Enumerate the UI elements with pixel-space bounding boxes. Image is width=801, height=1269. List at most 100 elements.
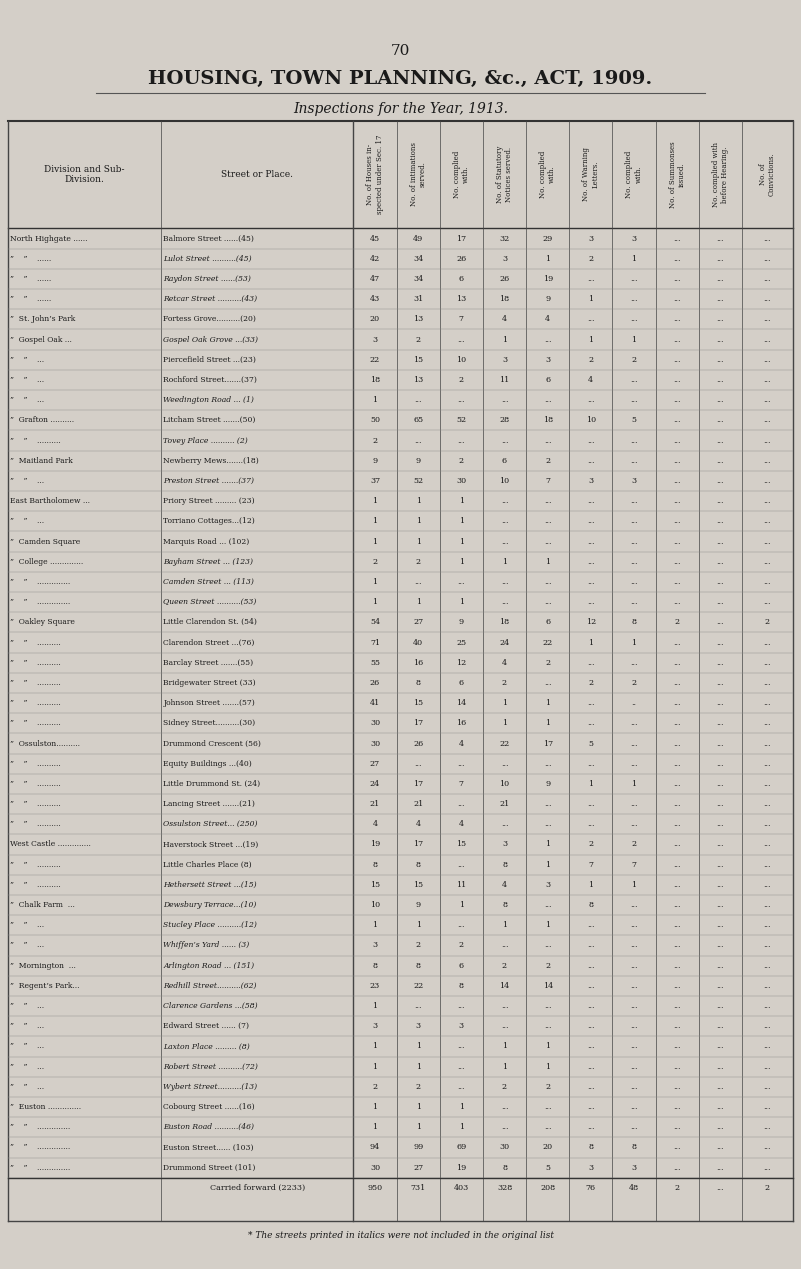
Text: Weedington Road ... (1): Weedington Road ... (1) xyxy=(163,396,255,404)
Text: ...: ... xyxy=(587,1023,594,1030)
Text: ...: ... xyxy=(763,396,771,404)
Text: No. of Warning
Letters.: No. of Warning Letters. xyxy=(582,147,599,202)
Text: ...: ... xyxy=(457,1003,465,1010)
Text: 4: 4 xyxy=(502,659,507,666)
Text: 9: 9 xyxy=(459,618,464,627)
Text: ...: ... xyxy=(717,942,724,949)
Text: Haverstock Street ...(19): Haverstock Street ...(19) xyxy=(163,840,259,849)
Text: ...: ... xyxy=(717,1023,724,1030)
Text: Division and Sub-
Division.: Division and Sub- Division. xyxy=(44,165,125,184)
Text: 1: 1 xyxy=(416,1123,421,1131)
Text: ”    ”    ..........: ” ” .......... xyxy=(10,760,61,768)
Text: ”    ”    ...: ” ” ... xyxy=(10,1043,45,1051)
Text: ...: ... xyxy=(674,881,681,888)
Text: ...: ... xyxy=(630,720,638,727)
Text: North Highgate ......: North Highgate ...... xyxy=(10,235,88,242)
Text: ...: ... xyxy=(457,1082,465,1091)
Text: Ossulston Street... (250): Ossulston Street... (250) xyxy=(163,820,258,829)
Text: ...: ... xyxy=(717,780,724,788)
Text: 1: 1 xyxy=(588,780,594,788)
Text: 2: 2 xyxy=(631,679,637,687)
Text: ...: ... xyxy=(630,659,638,666)
Text: ...: ... xyxy=(674,235,681,242)
Text: ...: ... xyxy=(630,1023,638,1030)
Text: 15: 15 xyxy=(457,840,466,849)
Text: 15: 15 xyxy=(370,881,380,888)
Text: ...: ... xyxy=(717,275,724,283)
Text: 6: 6 xyxy=(459,275,464,283)
Text: ...: ... xyxy=(630,820,638,829)
Text: No. of intimations
served.: No. of intimations served. xyxy=(409,142,427,207)
Text: ...: ... xyxy=(763,840,771,849)
Text: Marquis Road ... (102): Marquis Road ... (102) xyxy=(163,538,250,546)
Text: 1: 1 xyxy=(502,699,507,707)
Text: Whiffen’s Yard ...... (3): Whiffen’s Yard ...... (3) xyxy=(163,942,250,949)
Text: ...: ... xyxy=(544,820,551,829)
Text: ...: ... xyxy=(674,1164,681,1171)
Text: 3: 3 xyxy=(631,477,637,485)
Text: ...: ... xyxy=(457,396,465,404)
Text: ...: ... xyxy=(763,921,771,929)
Text: ...: ... xyxy=(717,396,724,404)
Text: 2: 2 xyxy=(674,618,680,627)
Text: 26: 26 xyxy=(370,679,380,687)
Text: 10: 10 xyxy=(370,901,380,909)
Text: 8: 8 xyxy=(372,962,377,970)
Text: ...: ... xyxy=(587,275,594,283)
Text: 1: 1 xyxy=(459,1103,464,1112)
Text: 2: 2 xyxy=(545,659,550,666)
Text: 3: 3 xyxy=(631,235,637,242)
Text: 65: 65 xyxy=(413,416,423,424)
Text: ...: ... xyxy=(587,1103,594,1112)
Text: ...: ... xyxy=(674,820,681,829)
Text: 3: 3 xyxy=(588,477,594,485)
Text: 30: 30 xyxy=(370,720,380,727)
Text: 12: 12 xyxy=(586,618,596,627)
Text: ...: ... xyxy=(630,376,638,385)
Text: ...: ... xyxy=(587,396,594,404)
Text: Little Drummond St. (24): Little Drummond St. (24) xyxy=(163,780,260,788)
Text: ...: ... xyxy=(457,760,465,768)
Text: ...: ... xyxy=(630,538,638,546)
Text: 1: 1 xyxy=(588,638,594,646)
Text: ...: ... xyxy=(717,1184,724,1192)
Text: ...: ... xyxy=(544,760,551,768)
Text: ...: ... xyxy=(674,376,681,385)
Text: ”    ”    ...: ” ” ... xyxy=(10,355,45,364)
Text: 1: 1 xyxy=(545,1043,550,1051)
Text: ...: ... xyxy=(763,699,771,707)
Text: ...: ... xyxy=(717,720,724,727)
Text: 8: 8 xyxy=(502,901,507,909)
Text: 1: 1 xyxy=(631,638,637,646)
Text: 2: 2 xyxy=(545,1082,550,1091)
Text: 3: 3 xyxy=(588,235,594,242)
Text: 8: 8 xyxy=(502,860,507,869)
Text: 1: 1 xyxy=(502,335,507,344)
Text: 6: 6 xyxy=(545,376,550,385)
Text: ...: ... xyxy=(763,1143,771,1151)
Text: 2: 2 xyxy=(588,355,594,364)
Text: 24: 24 xyxy=(370,780,380,788)
Text: ...: ... xyxy=(630,315,638,324)
Text: ...: ... xyxy=(630,497,638,505)
Text: 4: 4 xyxy=(416,820,421,829)
Text: 94: 94 xyxy=(370,1143,380,1151)
Text: 15: 15 xyxy=(413,355,423,364)
Text: ...: ... xyxy=(763,598,771,607)
Text: 2: 2 xyxy=(765,1184,770,1192)
Text: 10: 10 xyxy=(500,477,509,485)
Text: 1: 1 xyxy=(459,497,464,505)
Text: 2: 2 xyxy=(588,679,594,687)
Text: 8: 8 xyxy=(631,1143,637,1151)
Text: ”    ”    ...: ” ” ... xyxy=(10,1062,45,1071)
Text: ...: ... xyxy=(544,396,551,404)
Text: ...: ... xyxy=(544,679,551,687)
Text: ...: ... xyxy=(501,396,509,404)
Text: 42: 42 xyxy=(370,255,380,263)
Text: 27: 27 xyxy=(413,618,423,627)
Text: 3: 3 xyxy=(416,1023,421,1030)
Text: ”  Mornington  ...: ” Mornington ... xyxy=(10,962,76,970)
Text: 17: 17 xyxy=(413,720,423,727)
Text: 1: 1 xyxy=(372,1103,377,1112)
Text: ...: ... xyxy=(544,1003,551,1010)
